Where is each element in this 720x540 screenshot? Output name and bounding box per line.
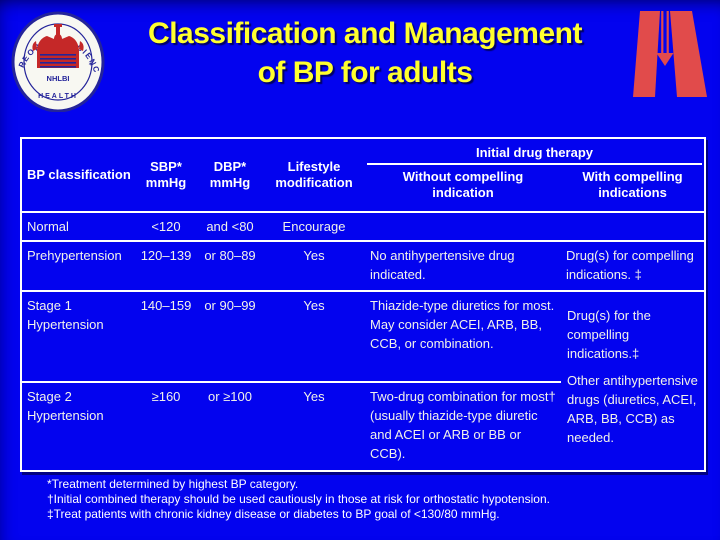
row-stage1-sbp: 140–159 xyxy=(135,290,197,381)
row-stage1-lifestyle: Yes xyxy=(263,290,365,381)
row-stage2-dbp: or ≥100 xyxy=(197,381,263,470)
row-prehypertension-sbp: 120–139 xyxy=(135,240,197,290)
row-stage2-classification: Stage 2 Hypertension xyxy=(22,381,135,470)
row-prehypertension-without: No antihypertensive drug indicated. xyxy=(365,240,561,290)
merged-cell-paragraph-2: Other antihypertensive drugs (diuretics,… xyxy=(567,373,698,445)
row-stage2-without: Two-drug combination for most† (usually … xyxy=(365,381,561,470)
row-stage1-classification: Stage 1 Hypertension xyxy=(22,290,135,381)
seal-star-right: ✶ xyxy=(88,61,93,68)
header-group-rule xyxy=(367,163,702,165)
header-without-compelling: Without compelling indication xyxy=(402,169,524,200)
nhlbi-seal-logo: PEOPLE ✶ SCIENCE NHLBI HEALTH ✶ ✶ xyxy=(10,8,105,112)
blood-pressure-down-arrow-logo xyxy=(633,11,707,97)
row-prehypertension-dbp: or 80–89 xyxy=(197,240,263,290)
page-title: Classification and Management of BP for … xyxy=(105,14,625,92)
seal-star-left: ✶ xyxy=(22,61,27,68)
row-stage1-without: Thiazide-type diuretics for most. May co… xyxy=(365,290,561,381)
bp-classification-table: BP classification SBP* mmHg DBP* mmHg Li… xyxy=(20,137,706,472)
logo-left-leg xyxy=(633,11,660,97)
row-normal-dbp: and <80 xyxy=(197,211,263,240)
merged-cell-paragraph-1: Drug(s) for the compelling indications.‡ xyxy=(567,308,651,361)
row-prehypertension-with: Drug(s) for compelling indications. ‡ xyxy=(561,240,704,290)
footnote-initial-therapy: †Initial combined therapy should be used… xyxy=(47,492,550,506)
header-initial-drug-therapy: Initial drug therapy xyxy=(475,145,593,160)
row-stage2-lifestyle: Yes xyxy=(263,381,365,470)
seal-bottom-text: HEALTH xyxy=(38,93,78,100)
header-with-compelling: With compelling indications xyxy=(582,169,683,200)
row-normal-with xyxy=(561,211,704,240)
row-prehypertension-classification: Prehypertension xyxy=(22,240,135,290)
footnote-ckd-goal: ‡Treat patients with chronic kidney dise… xyxy=(47,507,500,521)
logo-right-leg xyxy=(670,11,707,97)
seal-center-text: NHLBI xyxy=(47,74,70,83)
row-stage2-sbp: ≥160 xyxy=(135,381,197,470)
page-title-line1: Classification and Management xyxy=(148,17,582,50)
row-normal-without xyxy=(365,211,561,240)
header-sbp: SBP* mmHg xyxy=(145,159,187,190)
row-normal-classification: Normal xyxy=(22,211,135,240)
row-normal-sbp: <120 xyxy=(135,211,197,240)
header-dbp: DBP* mmHg xyxy=(209,159,251,190)
arrow-shaft-left xyxy=(661,11,664,53)
header-initial-drug-therapy-group: Initial drug therapy Without compelling … xyxy=(365,139,704,211)
header-bp-classification: BP classification xyxy=(27,167,131,182)
cell-with-compelling-merged: Drug(s) for the compelling indications.‡… xyxy=(561,290,704,470)
row-stage1-dbp: or 90–99 xyxy=(197,290,263,381)
row-normal-lifestyle: Encourage xyxy=(263,211,365,240)
footnotes: *Treatment determined by highest BP cate… xyxy=(47,477,550,522)
down-arrowhead-icon xyxy=(656,53,674,66)
header-lifestyle: Lifestyle modification xyxy=(275,159,353,190)
seal-heart-icon xyxy=(32,24,84,68)
footnote-treatment: *Treatment determined by highest BP cate… xyxy=(47,477,299,491)
row-prehypertension-lifestyle: Yes xyxy=(263,240,365,290)
arrow-shaft-right xyxy=(666,11,669,53)
page-title-line2: of BP for adults xyxy=(257,56,473,89)
